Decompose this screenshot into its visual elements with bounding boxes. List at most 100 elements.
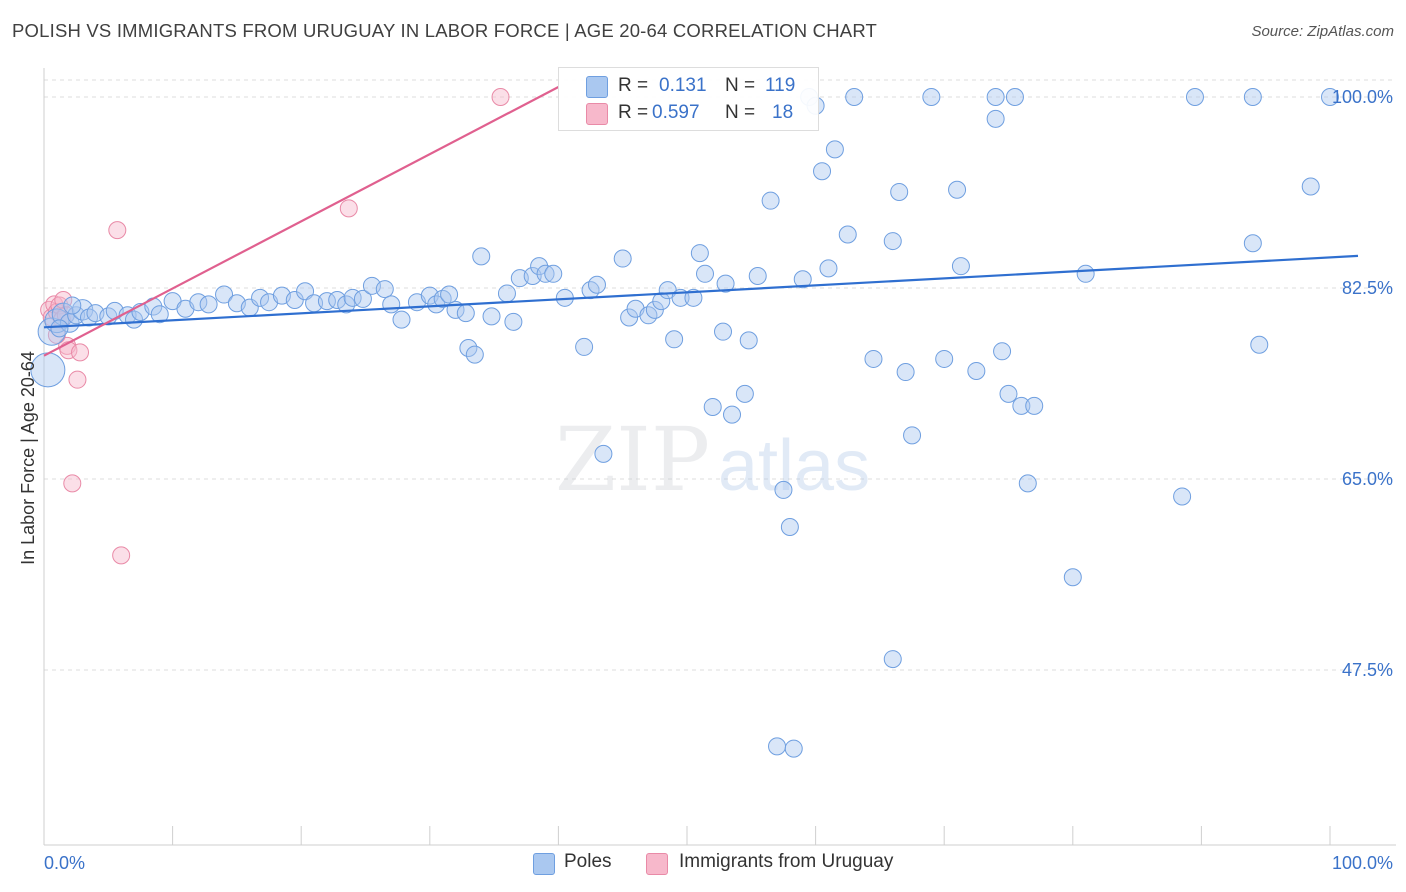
poles-point	[883, 232, 902, 251]
chart-title: POLISH VS IMMIGRANTS FROM URUGUAY IN LAB…	[12, 20, 878, 41]
poles-point	[714, 322, 733, 341]
watermark: ZIP atlas	[555, 408, 870, 511]
poles-trend-line	[43, 254, 1359, 329]
poles-point	[1018, 474, 1037, 493]
poles-point	[1243, 234, 1262, 253]
poles-point	[883, 650, 902, 669]
legend-n-value: 119	[765, 75, 796, 96]
poles-point	[784, 739, 803, 758]
poles-point	[903, 426, 922, 445]
poles-point	[1005, 88, 1024, 106]
y-tick-label: 47.5%	[1342, 660, 1393, 680]
poles-point	[1025, 396, 1044, 415]
poles-point	[472, 247, 491, 266]
legend-r-label: R =	[618, 75, 649, 96]
poles-point	[392, 310, 411, 329]
watermark-atlas: atlas	[718, 426, 870, 506]
poles-point	[723, 405, 742, 424]
bottom-legend-poles: Poles	[564, 851, 612, 872]
poles-point	[761, 191, 780, 210]
poles-point	[1250, 335, 1269, 354]
poles-point	[1301, 177, 1320, 196]
poles-point	[665, 330, 684, 349]
poles-point	[922, 88, 941, 106]
poles-point	[951, 257, 970, 276]
poles-point	[1063, 568, 1082, 587]
grid-lines	[44, 79, 1396, 671]
poles-point	[813, 162, 832, 181]
poles-point	[716, 274, 735, 293]
poles-point	[150, 305, 169, 324]
stats-legend: R = 0.131 N = 119 R = 0.597 N = 18	[558, 67, 819, 131]
poles-point	[482, 307, 501, 326]
poles-point	[587, 275, 606, 294]
poles-point	[337, 295, 356, 314]
poles-point	[819, 259, 838, 278]
poles-point	[780, 518, 799, 537]
legend-n-label: N =	[725, 102, 756, 123]
poles-point	[896, 363, 915, 382]
poles-point	[50, 319, 69, 338]
poles-point	[986, 88, 1005, 106]
poles-point	[948, 180, 967, 199]
poles-point	[845, 88, 864, 106]
poles-point	[1173, 487, 1192, 506]
poles-point	[530, 257, 549, 276]
uruguay-point	[63, 474, 82, 493]
uruguay-point	[491, 88, 510, 106]
poles-point	[497, 284, 516, 303]
poles-point	[735, 384, 754, 403]
legend-swatch-poles	[586, 76, 608, 98]
legend-swatch-uruguay	[586, 103, 608, 125]
poles-point	[440, 285, 459, 304]
poles-point	[375, 280, 394, 299]
poles-point	[986, 109, 1005, 128]
poles-point	[864, 349, 883, 368]
poles-point	[1012, 396, 1031, 415]
poles-point	[544, 264, 563, 283]
poles-point	[748, 266, 767, 285]
uruguay-point	[71, 343, 90, 362]
series-poles	[30, 88, 1339, 758]
poles-point	[703, 397, 722, 416]
poles-point	[251, 288, 270, 307]
poles-point	[536, 264, 555, 283]
poles-point	[999, 384, 1018, 403]
poles-point	[456, 304, 475, 323]
poles-point	[575, 337, 594, 356]
poles-point	[1321, 88, 1339, 106]
poles-point	[684, 288, 703, 307]
poles-point	[199, 295, 218, 314]
uruguay-point	[339, 199, 358, 218]
poles-point	[652, 292, 671, 311]
poles-point	[296, 282, 315, 301]
watermark-zip: ZIP	[555, 408, 710, 511]
poles-point	[328, 291, 347, 310]
y-tick-label: 100.0%	[1332, 87, 1393, 107]
poles-point	[768, 737, 787, 756]
poles-point	[935, 349, 954, 368]
series-immigrants-uruguay	[40, 88, 510, 565]
axes	[43, 68, 1396, 846]
uruguay-point	[112, 546, 131, 565]
legend-r-value: 0.131	[659, 75, 707, 96]
poles-point	[353, 289, 372, 308]
x-tick-label-max: 100.0%	[1332, 853, 1393, 873]
poles-point	[993, 342, 1012, 361]
poles-point	[1185, 88, 1204, 106]
poles-point	[125, 310, 144, 329]
poles-point	[825, 140, 844, 159]
poles-point	[696, 264, 715, 283]
bottom-legend-uruguay: Immigrants from Uruguay	[679, 851, 894, 872]
poles-point	[890, 182, 909, 201]
poles-point	[215, 285, 234, 304]
poles-point	[793, 270, 812, 289]
poles-point	[504, 312, 523, 331]
poles-point	[690, 244, 709, 263]
poles-point	[613, 249, 632, 268]
bottom-legend-swatch-uruguay	[646, 853, 668, 875]
poles-point	[1076, 264, 1095, 283]
poles-point	[774, 480, 793, 499]
y-axis-label: In Labor Force | Age 20-64	[18, 351, 38, 565]
